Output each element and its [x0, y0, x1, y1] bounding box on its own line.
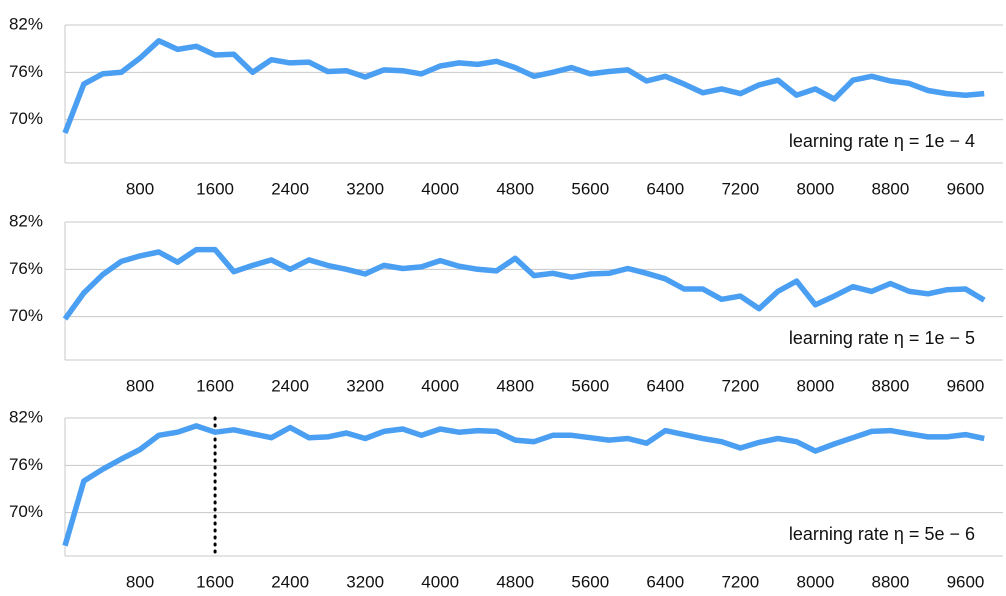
x-tick-label: 6400 — [646, 572, 684, 591]
x-tick-label: 800 — [126, 376, 154, 395]
x-tick-label: 9600 — [947, 572, 985, 591]
y-tick-label: 76% — [9, 455, 43, 474]
x-tick-label: 800 — [126, 179, 154, 198]
y-tick-label: 70% — [9, 502, 43, 521]
x-tick-label: 1600 — [196, 179, 234, 198]
y-tick-label: 76% — [9, 62, 43, 81]
x-tick-label: 8000 — [796, 179, 834, 198]
y-tick-label: 70% — [9, 109, 43, 128]
x-tick-label: 7200 — [721, 179, 759, 198]
x-tick-label: 1600 — [196, 376, 234, 395]
x-tick-label: 1600 — [196, 572, 234, 591]
x-tick-label: 8800 — [872, 179, 910, 198]
data-line — [62, 246, 986, 321]
x-tick-label: 3200 — [346, 376, 384, 395]
x-tick-label: 9600 — [947, 179, 985, 198]
annotation: learning rate η = 1e − 5 — [789, 328, 975, 348]
x-tick-label: 3200 — [346, 179, 384, 198]
x-tick-label: 8000 — [796, 572, 834, 591]
x-tick-label: 2400 — [271, 376, 309, 395]
y-tick-label: 82% — [9, 14, 43, 33]
annotation: learning rate η = 1e − 4 — [789, 131, 975, 151]
x-tick-label: 4000 — [421, 572, 459, 591]
y-tick-label: 82% — [9, 407, 43, 426]
data-line — [62, 423, 985, 547]
x-tick-label: 8800 — [872, 572, 910, 591]
x-tick-label: 5600 — [571, 376, 609, 395]
x-tick-label: 2400 — [271, 572, 309, 591]
data-line — [62, 38, 985, 134]
x-tick-label: 4000 — [421, 376, 459, 395]
x-tick-label: 8000 — [796, 376, 834, 395]
x-tick-label: 4800 — [496, 572, 534, 591]
x-tick-label: 8800 — [872, 376, 910, 395]
x-tick-label: 7200 — [721, 572, 759, 591]
x-tick-label: 5600 — [571, 572, 609, 591]
x-tick-label: 800 — [126, 572, 154, 591]
x-tick-label: 4800 — [496, 376, 534, 395]
x-tick-label: 6400 — [646, 376, 684, 395]
y-tick-label: 76% — [9, 259, 43, 278]
x-tick-label: 4800 — [496, 179, 534, 198]
x-tick-label: 9600 — [947, 376, 985, 395]
y-tick-label: 70% — [9, 306, 43, 325]
x-tick-label: 5600 — [571, 179, 609, 198]
x-tick-label: 7200 — [721, 376, 759, 395]
annotation: learning rate η = 5e − 6 — [789, 524, 975, 544]
x-tick-label: 2400 — [271, 179, 309, 198]
x-tick-label: 6400 — [646, 179, 684, 198]
y-tick-label: 82% — [9, 211, 43, 230]
x-tick-label: 4000 — [421, 179, 459, 198]
x-tick-label: 3200 — [346, 572, 384, 591]
